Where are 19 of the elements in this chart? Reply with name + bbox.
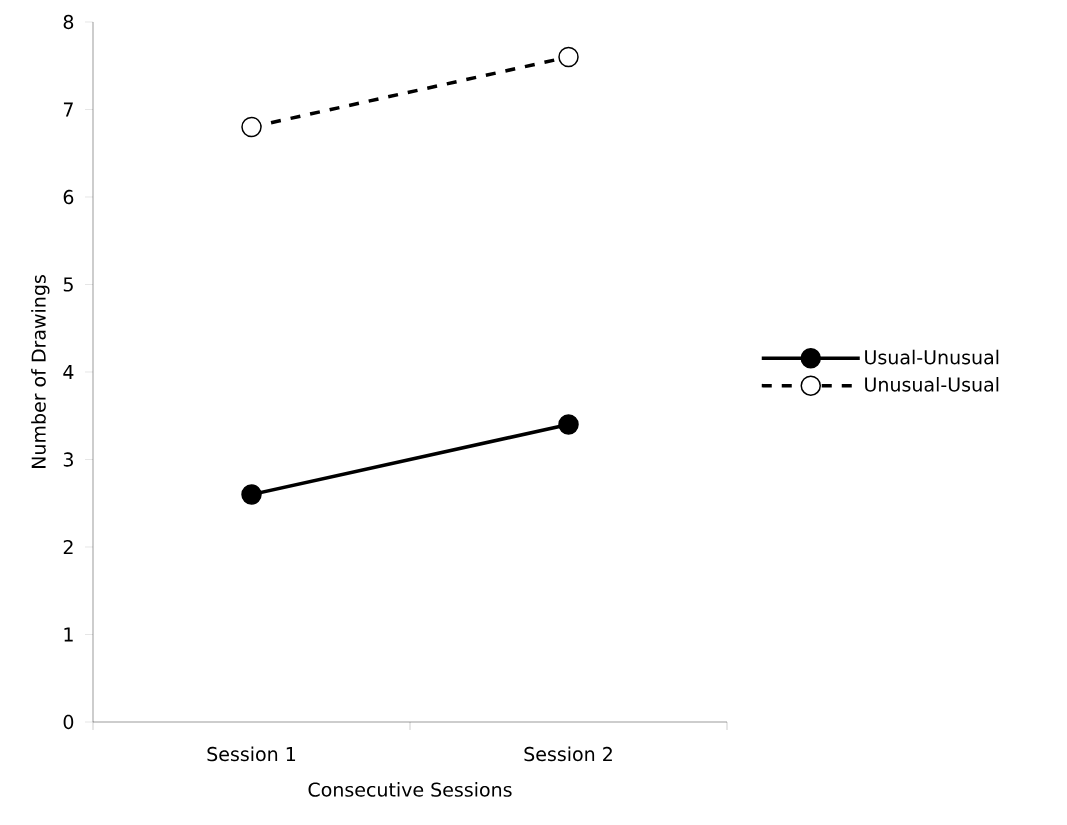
y-tick-label: 3 — [63, 452, 73, 467]
y-axis-title: Number of Drawings — [31, 275, 50, 468]
y-tick-label: 6 — [63, 189, 74, 205]
point — [558, 46, 579, 68]
y-tick-label: 8 — [63, 14, 74, 30]
y-tick-label: 4 — [63, 365, 74, 379]
x-axis-title: Consecutive Sessions — [308, 782, 512, 797]
y-tick-label: 0 — [63, 714, 74, 730]
point — [241, 484, 262, 505]
point — [241, 116, 262, 138]
y-tick-label: 7 — [63, 102, 73, 117]
x-tick-label: Session 1 — [207, 746, 296, 762]
legend-label: Unusual-Usual — [865, 377, 999, 392]
y-tick-label: 2 — [63, 539, 73, 555]
x-tick-label: Session 2 — [524, 746, 612, 762]
y-tick-label: 5 — [63, 277, 73, 292]
legend-label: Usual-Unusual — [865, 349, 999, 365]
y-tick-label: 1 — [64, 627, 73, 642]
point — [558, 414, 579, 435]
